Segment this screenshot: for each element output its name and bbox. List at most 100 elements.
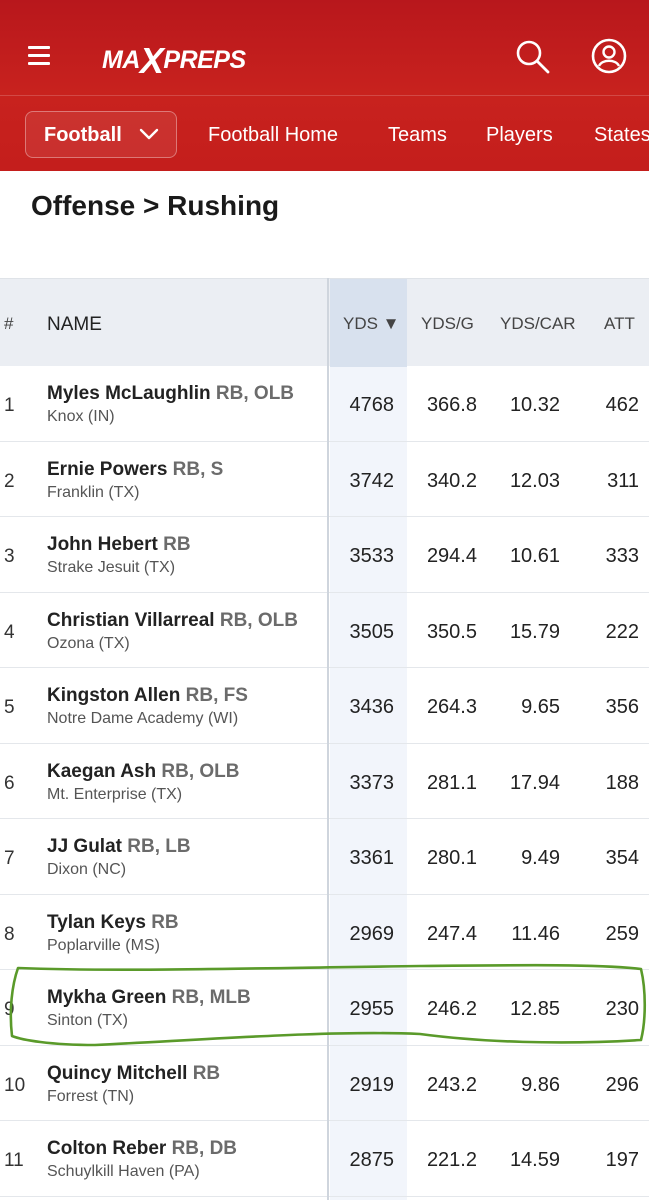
header-yds-per-carry[interactable]: YDS/CAR [500, 314, 576, 333]
sport-select-label: Football [44, 124, 122, 146]
cell-yds-per-carry: 9.65 [521, 696, 560, 718]
player-position: RB, OLB [161, 760, 240, 782]
cell-yds-per-game: 264.3 [426, 696, 477, 718]
cell-attempts: 311 [607, 469, 639, 492]
maxpreps-logo[interactable]: MAXPREPS [102, 34, 246, 81]
player-position: RB, OLB [219, 609, 298, 631]
player-position: RB [151, 911, 179, 933]
player-name: Myles McLaughlin [47, 383, 211, 404]
cell-yds: 4768 [349, 394, 395, 416]
header-yds-per-game[interactable]: YDS/G [421, 314, 474, 333]
row-rank: 4 [4, 621, 15, 643]
table-row[interactable]: 9 Mykha Green RB, MLB Sinton (TX) 2955 246.2… [0, 970, 649, 1046]
player-name-link[interactable]: Myles McLaughlin RB, OLB [47, 383, 294, 405]
logo-text-x: X [139, 40, 164, 81]
row-rank: 11 [4, 1150, 24, 1171]
player-school[interactable]: Poplarville (MS) [47, 936, 160, 954]
header-attempts[interactable]: ATT [604, 314, 635, 333]
cell-yds: 3373 [349, 771, 395, 794]
player-name-link[interactable]: Kingston Allen RB, FS [47, 685, 248, 707]
cell-attempts: 222 [605, 620, 639, 643]
player-name-link[interactable]: JJ Gulat RB, LB [47, 836, 191, 858]
player-school[interactable]: Dixon (NC) [47, 861, 127, 878]
column-divider [327, 278, 329, 1200]
cell-yds: 2875 [349, 1149, 395, 1171]
table-row[interactable]: 8 Tylan Keys RB Poplarville (MS) 2969 247.4 1… [0, 895, 649, 970]
hamburger-menu-icon[interactable] [28, 44, 52, 66]
cell-yds-per-carry: 9.49 [521, 847, 560, 869]
player-school[interactable]: Mt. Enterprise (TX) [47, 785, 183, 803]
sport-select[interactable]: Football [25, 111, 177, 158]
cell-yds-per-game: 366.8 [426, 394, 477, 416]
cell-yds-per-game: 340.2 [426, 469, 477, 492]
table-row[interactable]: 1 Myles McLaughlin RB, OLB Knox (IN) 4768 36… [0, 366, 649, 442]
account-icon[interactable] [590, 37, 628, 75]
header-yds-sorted[interactable]: YDS ▼ [343, 314, 400, 333]
player-school[interactable]: Forrest (TN) [47, 1087, 135, 1105]
table-row[interactable]: 3 John Hebert RB Strake Jesuit (TX) 3533 294… [0, 517, 649, 593]
player-school[interactable]: Ozona (TX) [47, 634, 130, 652]
cell-yds-per-game: 243.2 [426, 1073, 477, 1096]
player-name-link[interactable]: Christian Villarreal RB, OLB [47, 610, 298, 632]
row-rank: 7 [4, 848, 15, 869]
player-school[interactable]: Notre Dame Academy (WI) [47, 710, 239, 727]
header-name[interactable]: NAME [47, 314, 102, 335]
row-rank: 3 [4, 546, 15, 567]
row-rank: 5 [4, 697, 15, 718]
cell-yds: 3505 [349, 620, 395, 643]
cell-yds-per-game: 221.2 [426, 1149, 477, 1171]
cell-yds-per-game: 247.4 [426, 922, 477, 945]
cell-attempts: 296 [605, 1073, 639, 1096]
player-name-link[interactable]: Ernie Powers RB, S [47, 459, 223, 481]
player-name-link[interactable]: Quincy Mitchell RB [47, 1063, 220, 1085]
cell-yds-per-carry: 17.94 [509, 771, 560, 794]
nav-teams[interactable]: Teams [388, 124, 447, 146]
player-name: Quincy Mitchell [47, 1062, 188, 1084]
header-divider [0, 95, 649, 96]
nav-players[interactable]: Players [486, 124, 553, 146]
player-school[interactable]: Franklin (TX) [47, 483, 140, 501]
cell-yds-per-game: 280.1 [426, 847, 477, 869]
cell-attempts: 333 [605, 545, 639, 567]
player-name: Mykha Green [47, 987, 167, 1008]
cell-yds-per-carry: 9.86 [521, 1073, 560, 1096]
player-name: Tylan Keys [47, 911, 146, 933]
table-row[interactable]: 6 Kaegan Ash RB, OLB Mt. Enterprise (TX) 33… [0, 744, 649, 819]
cell-yds-per-game: 281.1 [426, 771, 477, 794]
logo-text-ma: MA [102, 46, 140, 74]
cell-yds-per-carry: 10.61 [509, 545, 560, 567]
player-school[interactable]: Schuylkill Haven (PA) [47, 1163, 200, 1180]
player-name-link[interactable]: Mykha Green RB, MLB [47, 987, 251, 1009]
cell-yds: 3533 [349, 545, 395, 567]
row-rank: 6 [4, 772, 15, 794]
search-icon[interactable] [514, 38, 552, 76]
header-rank: # [4, 314, 14, 333]
cell-yds-per-carry: 15.79 [509, 620, 560, 643]
player-school[interactable]: Sinton (TX) [47, 1012, 128, 1029]
player-name-link[interactable]: Kaegan Ash RB, OLB [47, 761, 240, 783]
table-row[interactable]: 4 Christian Villarreal RB, OLB Ozona (TX) 3… [0, 593, 649, 668]
cell-attempts: 259 [605, 922, 639, 945]
table-row[interactable]: 2 Ernie Powers RB, S Franklin (TX) 3742 340.… [0, 442, 649, 517]
player-school[interactable]: Strake Jesuit (TX) [47, 559, 176, 576]
player-name-link[interactable]: John Hebert RB [47, 534, 191, 556]
player-name-link[interactable]: Tylan Keys RB [47, 912, 179, 934]
page-title: Offense > Rushing [31, 190, 280, 221]
row-rank: 1 [4, 395, 15, 416]
player-name: Christian Villarreal [47, 609, 215, 631]
player-position: RB, DB [171, 1138, 238, 1159]
player-position: RB, MLB [171, 987, 251, 1008]
cell-attempts: 354 [605, 847, 639, 869]
player-name: JJ Gulat [47, 836, 122, 857]
table-row[interactable]: 5 Kingston Allen RB, FS Notre Dame Academy… [0, 668, 649, 744]
player-school[interactable]: Knox (IN) [47, 408, 115, 425]
table-row[interactable]: 11 Colton Reber RB, DB Schuylkill Haven (P… [0, 1121, 649, 1197]
table-row[interactable]: 7 JJ Gulat RB, LB Dixon (NC) 3361 280.1 9.49 3… [0, 819, 649, 895]
nav-states[interactable]: States [594, 124, 649, 146]
cell-attempts: 230 [605, 998, 639, 1020]
table-row[interactable]: 10 Quincy Mitchell RB Forrest (TN) 2919 243.… [0, 1046, 649, 1121]
logo-text-preps: PREPS [163, 46, 246, 74]
sorted-header-background [330, 279, 407, 367]
player-name-link[interactable]: Colton Reber RB, DB [47, 1138, 237, 1160]
nav-football-home[interactable]: Football Home [208, 124, 339, 146]
